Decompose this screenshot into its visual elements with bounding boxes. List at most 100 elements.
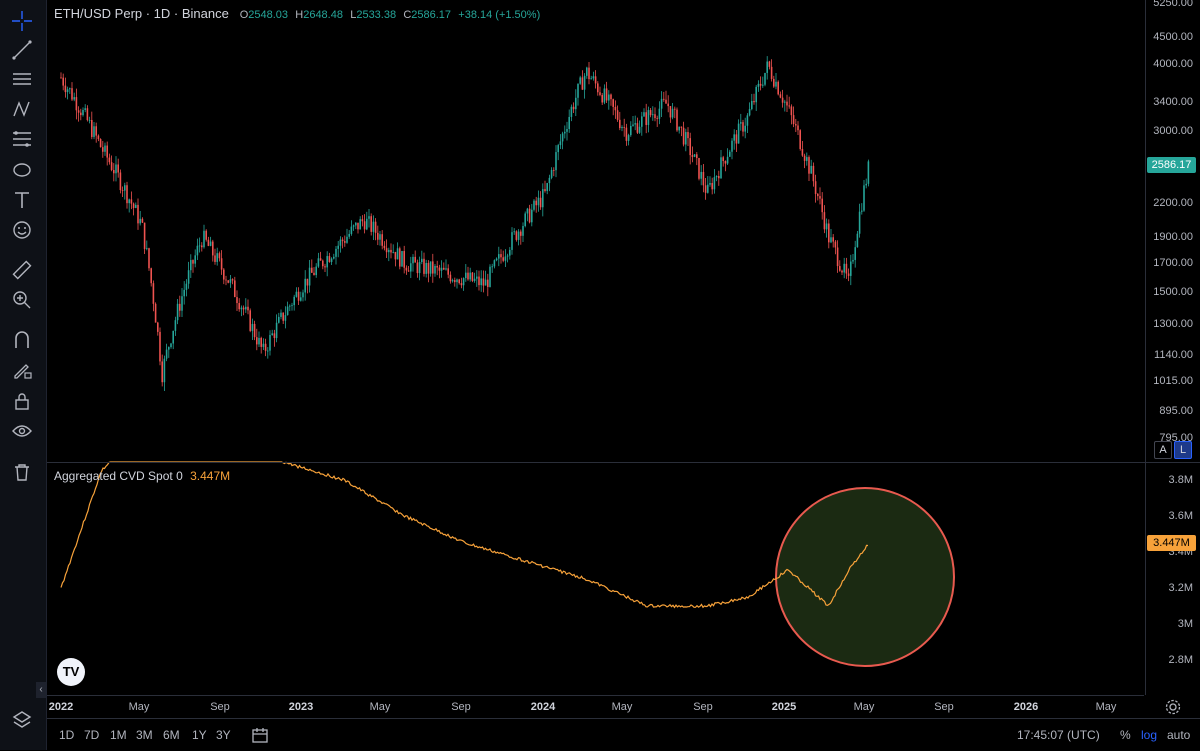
candle-body xyxy=(302,292,304,298)
candle-body xyxy=(817,193,819,197)
candle-body xyxy=(128,199,130,204)
price-tick-label: 4500.00 xyxy=(1153,31,1193,43)
candle-body xyxy=(75,97,78,111)
candle-body xyxy=(575,97,577,110)
candle-body xyxy=(621,126,623,129)
time-tick-label: 2026 xyxy=(1013,701,1039,713)
candle-body xyxy=(603,88,606,103)
candle-body xyxy=(821,198,823,213)
candle-body xyxy=(865,183,867,186)
settings-gear-icon[interactable] xyxy=(1164,698,1182,716)
price-tick-label: 1500.00 xyxy=(1153,286,1193,298)
candle-body xyxy=(735,134,738,144)
candle-body xyxy=(227,280,229,283)
candle-body xyxy=(588,67,590,80)
candle-body xyxy=(649,110,652,116)
range-button-3m[interactable]: 3M xyxy=(136,728,153,742)
candle-body xyxy=(69,88,71,90)
emoji-icon[interactable] xyxy=(9,218,35,242)
collapse-arrow-icon[interactable]: ‹ xyxy=(36,682,46,698)
candle-body xyxy=(315,266,317,276)
candle-body xyxy=(687,132,689,139)
trend-line-icon[interactable] xyxy=(9,38,35,62)
candle-body xyxy=(630,125,632,136)
candle-body xyxy=(392,251,394,253)
ruler-icon[interactable] xyxy=(9,258,35,282)
layers-icon[interactable] xyxy=(9,708,35,732)
lock-icon[interactable] xyxy=(9,389,35,413)
candle-body xyxy=(352,225,355,227)
chart-area[interactable] xyxy=(47,0,1144,695)
candle-body xyxy=(183,289,185,297)
eye-icon[interactable] xyxy=(9,419,35,443)
auto-toggle[interactable]: auto xyxy=(1167,728,1191,742)
range-button-1y[interactable]: 1Y xyxy=(192,728,207,742)
pane-separator[interactable] xyxy=(47,462,1200,463)
magnet-icon[interactable] xyxy=(9,328,35,352)
log-toggle[interactable]: log xyxy=(1141,728,1158,742)
candle-body xyxy=(414,256,416,263)
candle-body xyxy=(462,278,465,286)
candle-body xyxy=(370,216,372,232)
candle-body xyxy=(843,263,845,273)
log-scale-button[interactable]: L xyxy=(1174,441,1192,459)
auto-scale-button[interactable]: A xyxy=(1154,441,1172,459)
candle-body xyxy=(73,97,75,100)
candle-body xyxy=(157,322,159,332)
candle-body xyxy=(313,272,315,276)
candle-body xyxy=(383,245,386,249)
candle-body xyxy=(95,126,97,136)
candle-body xyxy=(124,185,126,191)
range-button-3y[interactable]: 3Y xyxy=(216,728,231,742)
candle-body xyxy=(223,269,225,280)
text-icon[interactable] xyxy=(9,188,35,212)
range-button-1d[interactable]: 1D xyxy=(59,728,75,742)
utc-clock[interactable]: 17:45:07 (UTC) xyxy=(1017,728,1100,742)
time-axis[interactable]: 2022 May Sep 2023 May Sep 2024 May Sep 2025 May Sep… xyxy=(47,695,1144,718)
candle-body xyxy=(825,223,828,230)
calendar-icon[interactable] xyxy=(252,727,268,743)
candle-body xyxy=(608,94,610,101)
candle-body xyxy=(704,185,707,193)
candle-body xyxy=(146,248,148,250)
candle-body xyxy=(304,278,306,293)
price-axis[interactable]: 5250.00 4500.00 4000.00 3400.00 3000.00 2200.… xyxy=(1145,0,1200,695)
pattern-icon[interactable] xyxy=(9,97,35,121)
trash-icon[interactable] xyxy=(9,460,35,484)
candle-body xyxy=(634,123,636,125)
horizontal-lines-icon[interactable] xyxy=(9,67,35,91)
candle-body xyxy=(377,232,379,240)
candle-body xyxy=(247,306,249,311)
candle-body xyxy=(707,184,709,193)
cvd-label[interactable]: Aggregated CVD Spot 0 xyxy=(54,469,183,483)
symbol-title[interactable]: ETH/USD Perp · 1D · Binance xyxy=(54,6,229,21)
crosshair-icon[interactable] xyxy=(9,9,35,33)
time-tick-label: Sep xyxy=(693,701,713,713)
range-button-6m[interactable]: 6M xyxy=(163,728,180,742)
candle-body xyxy=(269,334,271,351)
lock-drawing-icon[interactable] xyxy=(9,358,35,382)
time-tick-label: Sep xyxy=(451,701,471,713)
candle-body xyxy=(867,161,870,184)
candle-body xyxy=(106,145,108,158)
fib-icon[interactable] xyxy=(9,127,35,151)
candle-body xyxy=(522,226,524,236)
candle-body xyxy=(355,222,357,226)
percent-toggle[interactable]: % xyxy=(1120,728,1131,742)
candle-body xyxy=(495,258,498,261)
candle-body xyxy=(601,94,603,103)
range-button-1m[interactable]: 1M xyxy=(110,728,127,742)
candle-body xyxy=(346,236,348,243)
brush-icon[interactable] xyxy=(9,158,35,182)
candle-body xyxy=(350,226,353,234)
cvd-tick-label: 3M xyxy=(1177,618,1193,630)
candle-body xyxy=(421,258,423,262)
candle-body xyxy=(482,278,485,286)
candle-body xyxy=(740,122,742,124)
candle-body xyxy=(742,122,744,132)
range-button-7d[interactable]: 7D xyxy=(84,728,100,742)
zoom-in-icon[interactable] xyxy=(9,288,35,312)
candle-body xyxy=(819,196,821,199)
candle-body xyxy=(550,169,553,178)
symbol-legend: ETH/USD Perp · 1D · Binance O2548.03 H26… xyxy=(54,6,540,21)
